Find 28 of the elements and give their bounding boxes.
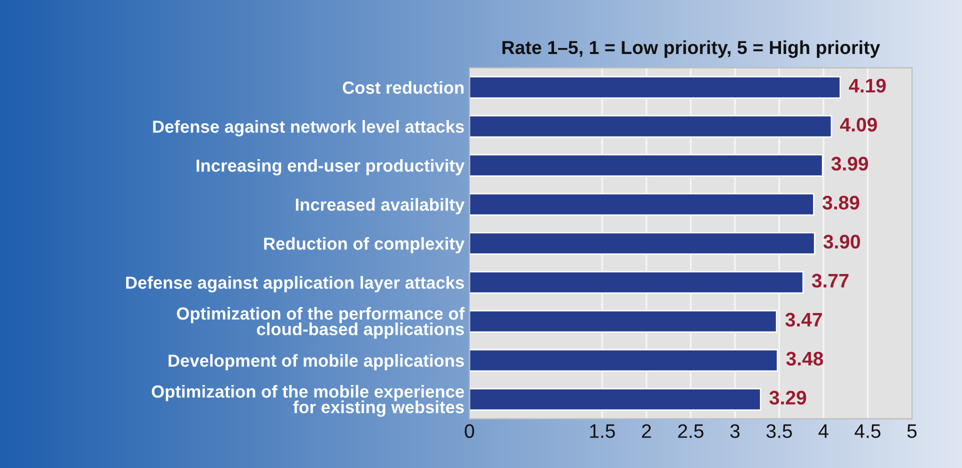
x-tick-label: 5: [907, 424, 917, 438]
x-tick-label: 0: [464, 424, 474, 438]
y-tick-label: Increased availabilty: [296, 198, 465, 214]
data-label: 3.90: [823, 234, 860, 249]
y-tick-label: Defense against network level attacks: [153, 120, 464, 136]
y-tick-label: Optimization of the mobile experience for existing websites: [152, 384, 464, 417]
x-tick-label: 3.5: [766, 424, 792, 438]
y-tick-label: Optimization of the performance of cloud-based applications: [176, 306, 465, 339]
y-tick-label: Reduction of complexity: [264, 237, 465, 254]
data-label: 3.29: [769, 390, 806, 405]
x-tick-label: 4: [818, 424, 828, 438]
data-label: 3.77: [812, 274, 848, 288]
x-tick-label: 3: [730, 424, 740, 438]
chart-title: Rate 1–5, 1 = Low priority, 5 = High priority: [502, 40, 880, 58]
data-label: 3.89: [822, 196, 860, 210]
x-tick-label: 4.5: [854, 424, 880, 438]
data-label: 3.48: [786, 352, 824, 366]
data-label: 3.99: [831, 156, 868, 171]
x-tick-label: 1.5: [590, 424, 615, 438]
y-tick-label: Increasing end-user productivity: [196, 159, 465, 176]
x-tick-label: 2: [642, 424, 651, 438]
data-label: 3.47: [785, 312, 822, 327]
x-tick-label: 2.5: [678, 424, 704, 438]
data-label: 4.19: [848, 78, 886, 93]
data-label: 4.09: [840, 118, 877, 132]
y-tick-label: Development of mobile applications: [168, 354, 464, 370]
y-tick-label: Defense against application layer attacks: [126, 276, 464, 292]
y-tick-label: Cost reduction: [342, 81, 464, 94]
